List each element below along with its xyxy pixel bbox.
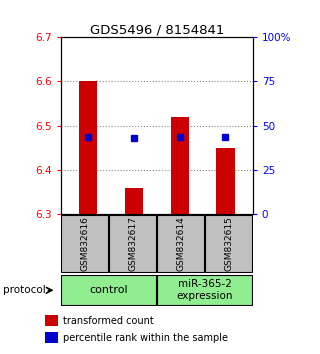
Text: GSM832617: GSM832617 (128, 216, 137, 271)
Bar (109, 215, 156, 272)
Title: GDS5496 / 8154841: GDS5496 / 8154841 (90, 23, 224, 36)
Bar (205, 215, 252, 272)
Bar (45, 332, 58, 343)
Bar (157, 215, 204, 272)
Bar (61, 215, 108, 272)
Bar (61, 275, 156, 305)
Text: protocol: protocol (3, 285, 46, 295)
Bar (216, 148, 235, 214)
Text: control: control (89, 285, 128, 295)
Text: GSM832616: GSM832616 (80, 216, 89, 271)
Bar (171, 117, 189, 214)
Text: GSM832615: GSM832615 (224, 216, 233, 271)
Text: miR-365-2
expression: miR-365-2 expression (176, 279, 233, 301)
Text: percentile rank within the sample: percentile rank within the sample (63, 333, 228, 343)
Text: GSM832614: GSM832614 (176, 216, 185, 271)
Bar (45, 315, 58, 326)
Bar (125, 188, 143, 214)
Text: transformed count: transformed count (63, 316, 154, 326)
Bar (79, 81, 97, 214)
Bar (157, 275, 252, 305)
